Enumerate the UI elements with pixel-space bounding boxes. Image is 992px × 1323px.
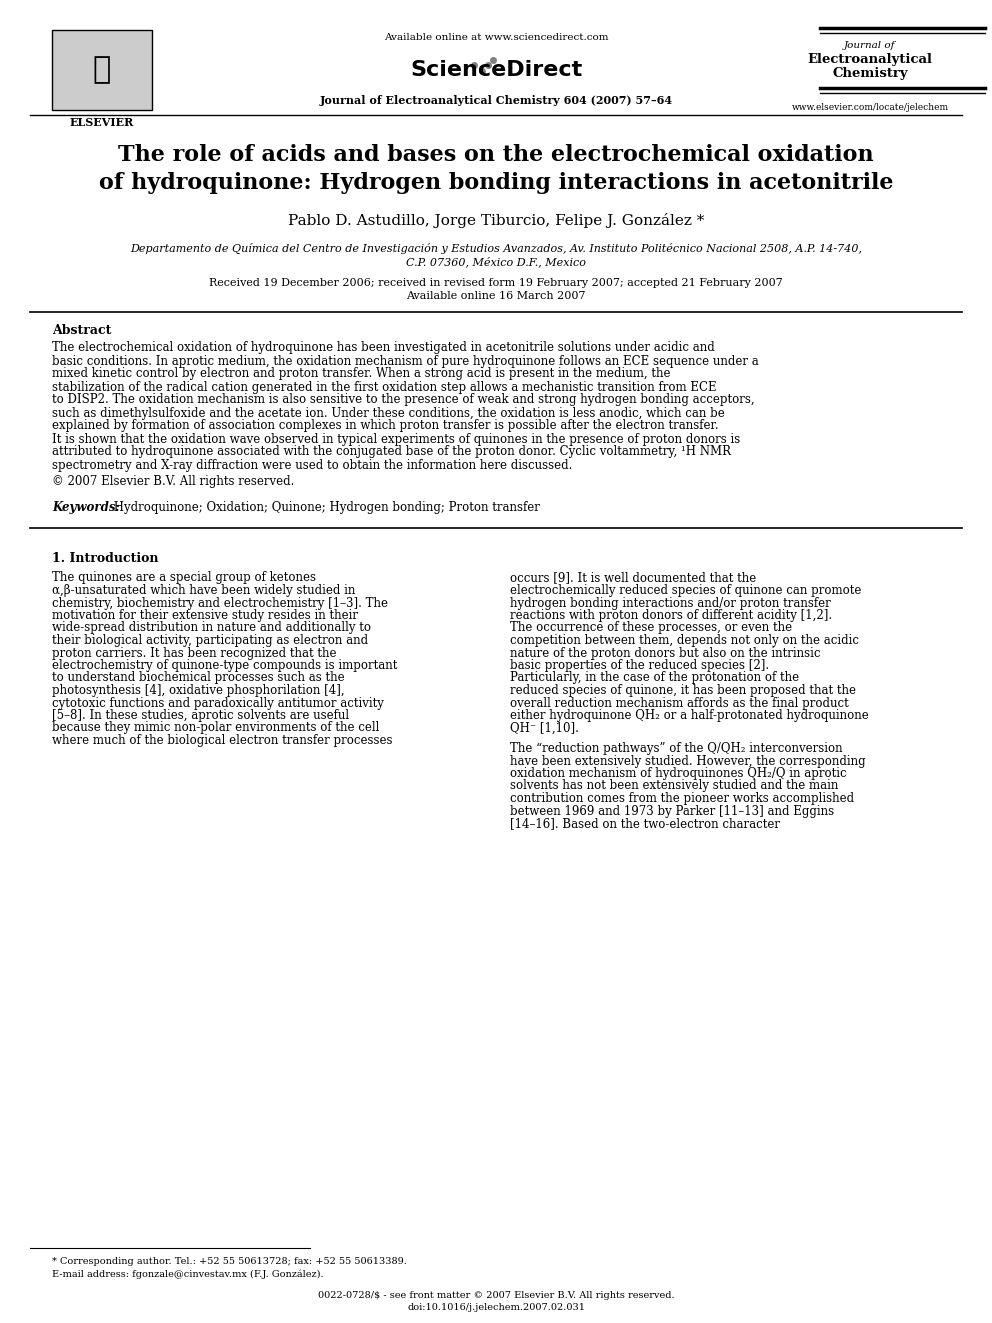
Text: proton carriers. It has been recognized that the: proton carriers. It has been recognized … xyxy=(52,647,336,659)
Text: reactions with proton donors of different acidity [1,2].: reactions with proton donors of differen… xyxy=(510,609,832,622)
Text: C.P. 07360, México D.F., Mexico: C.P. 07360, México D.F., Mexico xyxy=(406,257,586,267)
Text: overall reduction mechanism affords as the final product: overall reduction mechanism affords as t… xyxy=(510,696,849,709)
Text: [14–16]. Based on the two-electron character: [14–16]. Based on the two-electron chara… xyxy=(510,818,780,830)
Text: 1. Introduction: 1. Introduction xyxy=(52,552,159,565)
Text: mixed kinetic control by electron and proton transfer. When a strong acid is pre: mixed kinetic control by electron and pr… xyxy=(52,368,671,381)
Text: Particularly, in the case of the protonation of the: Particularly, in the case of the protona… xyxy=(510,672,800,684)
Text: stabilization of the radical cation generated in the first oxidation step allows: stabilization of the radical cation gene… xyxy=(52,381,716,393)
Text: E-mail address: fgonzale@cinvestav.mx (F.J. González).: E-mail address: fgonzale@cinvestav.mx (F… xyxy=(52,1269,323,1279)
Text: cytotoxic functions and paradoxically antitumor activity: cytotoxic functions and paradoxically an… xyxy=(52,696,384,709)
Text: [5–8]. In these studies, aprotic solvents are useful: [5–8]. In these studies, aprotic solvent… xyxy=(52,709,349,722)
Text: competition between them, depends not only on the acidic: competition between them, depends not on… xyxy=(510,634,859,647)
Text: www.elsevier.com/locate/jelechem: www.elsevier.com/locate/jelechem xyxy=(792,102,948,111)
Text: either hydroquinone QH₂ or a half-protonated hydroquinone: either hydroquinone QH₂ or a half-proton… xyxy=(510,709,869,722)
Text: * Corresponding author. Tel.: +52 55 50613728; fax: +52 55 50613389.: * Corresponding author. Tel.: +52 55 506… xyxy=(52,1257,407,1266)
Text: attributed to hydroquinone associated with the conjugated base of the proton don: attributed to hydroquinone associated wi… xyxy=(52,446,731,459)
Text: such as dimethylsulfoxide and the acetate ion. Under these conditions, the oxida: such as dimethylsulfoxide and the acetat… xyxy=(52,406,725,419)
Text: explained by formation of association complexes in which proton transfer is poss: explained by formation of association co… xyxy=(52,419,718,433)
Text: Available online at www.sciencedirect.com: Available online at www.sciencedirect.co… xyxy=(384,33,608,42)
Text: 🌳: 🌳 xyxy=(93,56,111,85)
Text: because they mimic non-polar environments of the cell: because they mimic non-polar environment… xyxy=(52,721,379,734)
Text: wide-spread distribution in nature and additionally to: wide-spread distribution in nature and a… xyxy=(52,622,371,635)
Text: ScienceDirect: ScienceDirect xyxy=(410,60,582,79)
Text: Keywords:: Keywords: xyxy=(52,501,120,515)
Text: The electrochemical oxidation of hydroquinone has been investigated in acetonitr: The electrochemical oxidation of hydroqu… xyxy=(52,341,715,355)
Text: © 2007 Elsevier B.V. All rights reserved.: © 2007 Elsevier B.V. All rights reserved… xyxy=(52,475,295,488)
Text: of hydroquinone: Hydrogen bonding interactions in acetonitrile: of hydroquinone: Hydrogen bonding intera… xyxy=(99,172,893,194)
Text: 0022-0728/$ - see front matter © 2007 Elsevier B.V. All rights reserved.: 0022-0728/$ - see front matter © 2007 El… xyxy=(317,1290,675,1299)
Text: occurs [9]. It is well documented that the: occurs [9]. It is well documented that t… xyxy=(510,572,756,585)
Text: Received 19 December 2006; received in revised form 19 February 2007; accepted 2: Received 19 December 2006; received in r… xyxy=(209,278,783,288)
Text: Journal of Electroanalytical Chemistry 604 (2007) 57–64: Journal of Electroanalytical Chemistry 6… xyxy=(319,94,673,106)
Text: electrochemistry of quinone-type compounds is important: electrochemistry of quinone-type compoun… xyxy=(52,659,398,672)
Text: ELSEVIER: ELSEVIER xyxy=(69,116,134,127)
Text: contribution comes from the pioneer works accomplished: contribution comes from the pioneer work… xyxy=(510,792,854,804)
Text: where much of the biological electron transfer processes: where much of the biological electron tr… xyxy=(52,734,393,747)
Text: basic conditions. In aprotic medium, the oxidation mechanism of pure hydroquinon: basic conditions. In aprotic medium, the… xyxy=(52,355,759,368)
Text: Hydroquinone; Oxidation; Quinone; Hydrogen bonding; Proton transfer: Hydroquinone; Oxidation; Quinone; Hydrog… xyxy=(110,501,540,515)
Text: motivation for their extensive study resides in their: motivation for their extensive study res… xyxy=(52,609,358,622)
Text: Pablo D. Astudillo, Jorge Tiburcio, Felipe J. González *: Pablo D. Astudillo, Jorge Tiburcio, Feli… xyxy=(288,213,704,228)
Text: The role of acids and bases on the electrochemical oxidation: The role of acids and bases on the elect… xyxy=(118,144,874,165)
Text: photosynthesis [4], oxidative phosphorilation [4],: photosynthesis [4], oxidative phosphoril… xyxy=(52,684,344,697)
Text: doi:10.1016/j.jelechem.2007.02.031: doi:10.1016/j.jelechem.2007.02.031 xyxy=(407,1303,585,1312)
Text: Departamento de Química del Centro de Investigación y Estudios Avanzados, Av. In: Departamento de Química del Centro de In… xyxy=(130,242,862,254)
Text: QH⁻ [1,10].: QH⁻ [1,10]. xyxy=(510,721,579,734)
Text: α,β-unsaturated which have been widely studied in: α,β-unsaturated which have been widely s… xyxy=(52,583,355,597)
Text: hydrogen bonding interactions and/or proton transfer: hydrogen bonding interactions and/or pro… xyxy=(510,597,830,610)
Text: Abstract: Abstract xyxy=(52,324,111,336)
Text: The quinones are a special group of ketones: The quinones are a special group of keto… xyxy=(52,572,316,585)
Text: oxidation mechanism of hydroquinones QH₂/Q in aprotic: oxidation mechanism of hydroquinones QH₂… xyxy=(510,767,846,781)
Text: have been extensively studied. However, the corresponding: have been extensively studied. However, … xyxy=(510,754,866,767)
Text: The occurrence of these processes, or even the: The occurrence of these processes, or ev… xyxy=(510,622,793,635)
Text: nature of the proton donors but also on the intrinsic: nature of the proton donors but also on … xyxy=(510,647,820,659)
Text: solvents has not been extensively studied and the main: solvents has not been extensively studie… xyxy=(510,779,838,792)
Text: The “reduction pathways” of the Q/QH₂ interconversion: The “reduction pathways” of the Q/QH₂ in… xyxy=(510,742,842,755)
Text: their biological activity, participating as electron and: their biological activity, participating… xyxy=(52,634,368,647)
Text: Journal of: Journal of xyxy=(844,41,896,49)
FancyBboxPatch shape xyxy=(52,30,152,110)
Text: to DISP2. The oxidation mechanism is also sensitive to the presence of weak and : to DISP2. The oxidation mechanism is als… xyxy=(52,393,755,406)
Text: chemistry, biochemistry and electrochemistry [1–3]. The: chemistry, biochemistry and electrochemi… xyxy=(52,597,388,610)
Text: Electroanalytical: Electroanalytical xyxy=(807,53,932,66)
Text: between 1969 and 1973 by Parker [11–13] and Eggins: between 1969 and 1973 by Parker [11–13] … xyxy=(510,804,834,818)
Text: to understand biochemical processes such as the: to understand biochemical processes such… xyxy=(52,672,344,684)
Text: basic properties of the reduced species [2].: basic properties of the reduced species … xyxy=(510,659,769,672)
Text: Available online 16 March 2007: Available online 16 March 2007 xyxy=(407,291,585,302)
Text: Chemistry: Chemistry xyxy=(832,67,908,81)
Text: It is shown that the oxidation wave observed in typical experiments of quinones : It is shown that the oxidation wave obse… xyxy=(52,433,740,446)
Text: spectrometry and X-ray diffraction were used to obtain the information here disc: spectrometry and X-ray diffraction were … xyxy=(52,459,572,471)
Text: reduced species of quinone, it has been proposed that the: reduced species of quinone, it has been … xyxy=(510,684,856,697)
Text: electrochemically reduced species of quinone can promote: electrochemically reduced species of qui… xyxy=(510,583,861,597)
